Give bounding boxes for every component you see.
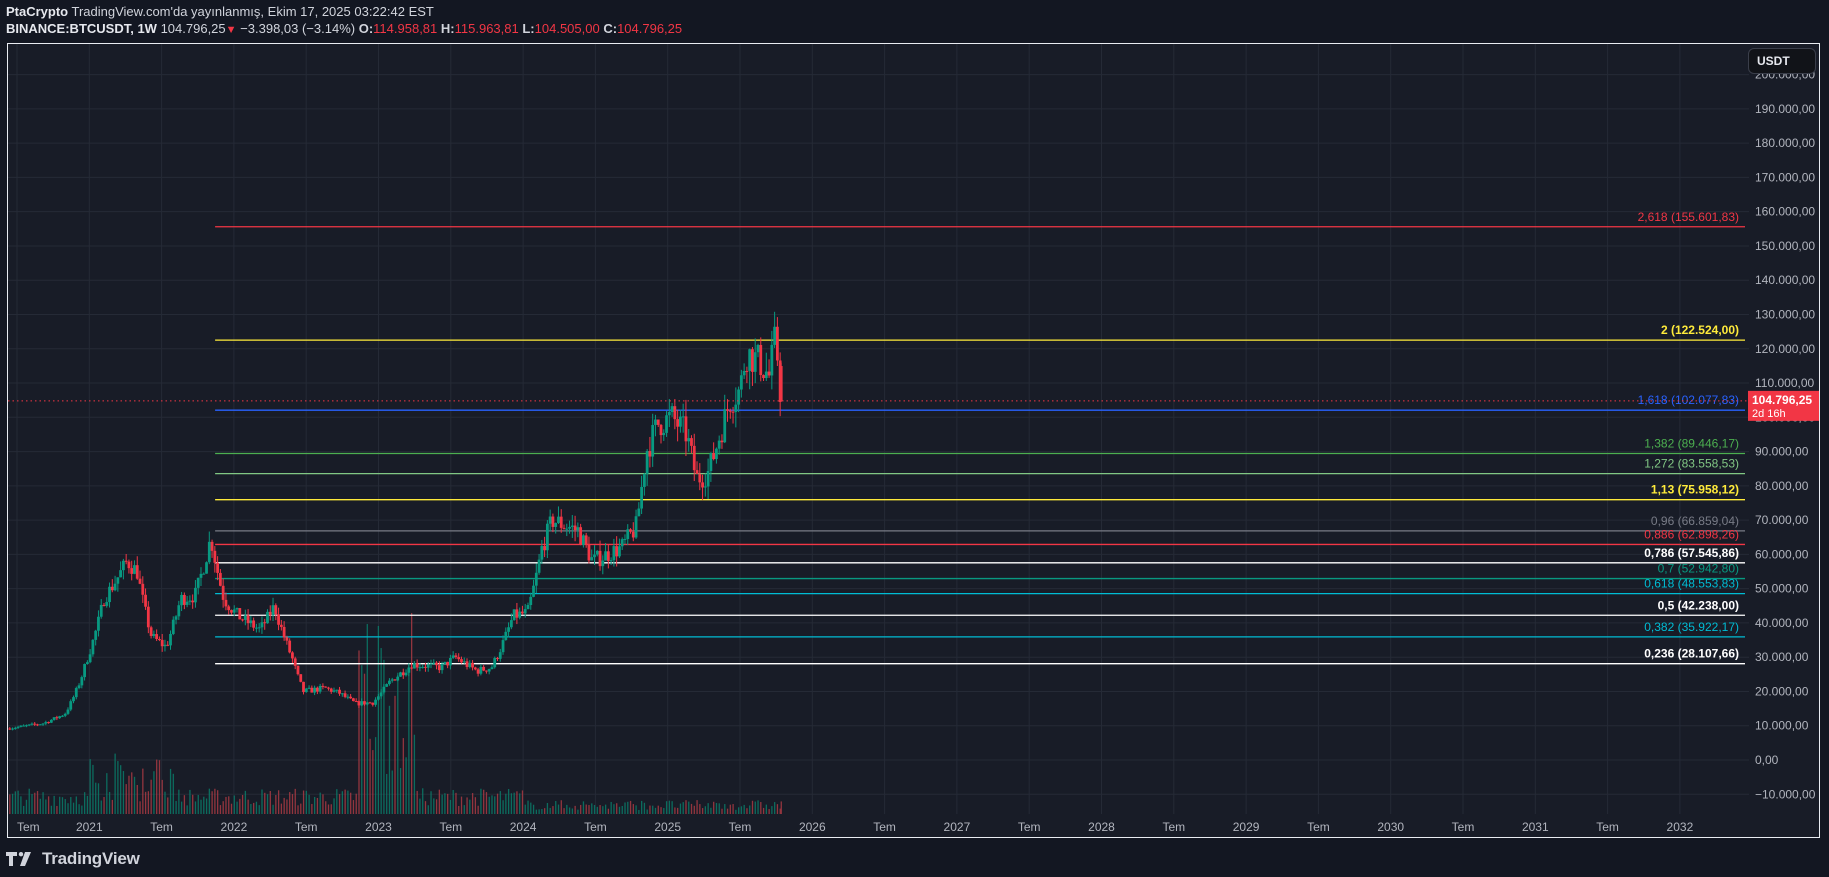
fib-level-label: 0,786 (57.545,86) [1644,546,1739,560]
author-name: PtaCrypto [6,4,69,19]
fib-level-label: 1,618 (102.077,83) [1638,393,1739,407]
fibonacci-extension[interactable]: 2,618 (155.601,83) 2 (122.524,00) 1,618 (1… [215,210,1745,665]
time-axis-label: Tem [1596,820,1619,834]
time-axis-label: 2022 [221,820,248,834]
symbol-label[interactable]: BINANCE:BTCUSDT, 1W [6,21,157,36]
time-axis-label: 2031 [1522,820,1549,834]
open-value: 114.958,81 [373,21,438,36]
price-axis-label: 60.000,00 [1755,547,1809,561]
price-axis-label: 150.000,00 [1755,239,1815,253]
high-value: 115.963,81 [454,21,519,36]
low-label: L: [522,21,535,36]
price-axis-label: 20.000,00 [1755,684,1809,698]
price-axis-label: 10.000,00 [1755,719,1809,733]
price-axis-label: 90.000,00 [1755,445,1809,459]
price-change: −3.398,03 (−3.14%) [240,21,356,36]
price-axis-label: 180.000,00 [1755,136,1815,150]
price-axis-label: 120.000,00 [1755,342,1815,356]
fib-level-label: 0,382 (35.922,17) [1644,620,1739,634]
price-axis-label: 70.000,00 [1755,513,1809,527]
ohlc-legend: BINANCE:BTCUSDT, 1W 104.796,25▼ −3.398,0… [6,21,682,36]
chart-pane[interactable]: 2,618 (155.601,83) 2 (122.524,00) 1,618 (1… [7,43,1820,838]
open-label: O: [358,21,374,36]
candlesticks [8,311,783,731]
time-axis-label: Tem [1018,820,1041,834]
time-axis-label: 2026 [799,820,826,834]
close-label: C: [603,21,618,36]
tradingview-logo[interactable]: TradingView [6,849,140,869]
fib-level-label: 2,618 (155.601,83) [1638,210,1739,224]
triangle-down-icon: ▼ [225,24,237,36]
high-label: H: [440,21,455,36]
time-axis-label: 2030 [1377,820,1404,834]
svg-text:104.796,25: 104.796,25 [1752,393,1812,407]
time-axis-label: 2021 [76,820,103,834]
fib-level-label: 1,13 (75.958,12) [1651,483,1739,497]
price-axis-label: −10.000,00 [1755,787,1816,801]
price-axis-label: 170.000,00 [1755,170,1815,184]
time-axis-label: Tem [17,820,40,834]
time-axis-label: 2023 [365,820,392,834]
time-axis-label: Tem [584,820,607,834]
time-axis-label: Tem [1307,820,1330,834]
price-axis-label: 130.000,00 [1755,307,1815,321]
price-axis-label: 40.000,00 [1755,616,1809,630]
time-axis-label: Tem [295,820,318,834]
price-axis[interactable]: 200.000,00190.000,00180.000,00170.000,00… [1755,68,1816,802]
tradingview-brand: TradingView [42,849,140,868]
time-axis-label: 2025 [654,820,681,834]
price-axis-label: 80.000,00 [1755,479,1809,493]
svg-text:2d 16h: 2d 16h [1752,408,1786,420]
time-axis-label: 2029 [1233,820,1260,834]
price-axis-label: 0,00 [1755,753,1779,767]
currency-button[interactable]: USDT [1748,48,1816,74]
fib-level-label: 0,618 (48.553,83) [1644,577,1739,591]
fib-level-label: 0,5 (42.238,00) [1658,598,1739,612]
fib-level-label: 2 (122.524,00) [1661,323,1739,337]
time-axis-label: 2027 [944,820,971,834]
price-chart[interactable]: 2,618 (155.601,83) 2 (122.524,00) 1,618 (1… [8,44,1820,838]
close-value: 104.796,25 [617,21,683,36]
time-axis-label: Tem [873,820,896,834]
publish-date: TradingView.com'da yayınlanmış, Ekim 17,… [71,4,434,19]
low-value: 104.505,00 [534,21,600,36]
fib-level-label: 0,236 (28.107,66) [1644,647,1739,661]
volume-bars [9,613,782,814]
fib-level-label: 0,886 (62.898,26) [1644,527,1739,541]
time-axis-label: 2028 [1088,820,1115,834]
price-axis-label: 30.000,00 [1755,650,1809,664]
fib-level-label: 0,7 (52.942,80) [1658,562,1739,576]
fib-level-label: 1,382 (89.446,17) [1644,436,1739,450]
time-axis-label: Tem [1162,820,1185,834]
time-axis[interactable]: Tem 2021 Tem 2022 Tem 2023 Tem 2024 Tem 2025 Tem 20… [17,820,1694,834]
time-axis-label: 2024 [510,820,537,834]
publish-info: PtaCrypto TradingView.com'da yayınlanmış… [6,4,434,19]
price-axis-label: 110.000,00 [1755,376,1814,390]
price-axis-label: 50.000,00 [1755,582,1809,596]
time-axis-label: Tem [729,820,752,834]
time-axis-label: 2032 [1667,820,1694,834]
last-price: 104.796,25 [160,21,226,36]
price-axis-label: 190.000,00 [1755,102,1815,116]
price-axis-label: 140.000,00 [1755,273,1815,287]
time-axis-label: Tem [439,820,462,834]
time-axis-label: Tem [1452,820,1475,834]
fib-level-label: 1,272 (83.558,53) [1644,457,1739,471]
price-axis-label: 160.000,00 [1755,205,1815,219]
tradingview-logo-icon [6,852,31,866]
fib-level-label: 0,96 (66.859,04) [1651,514,1739,528]
time-axis-label: Tem [150,820,173,834]
